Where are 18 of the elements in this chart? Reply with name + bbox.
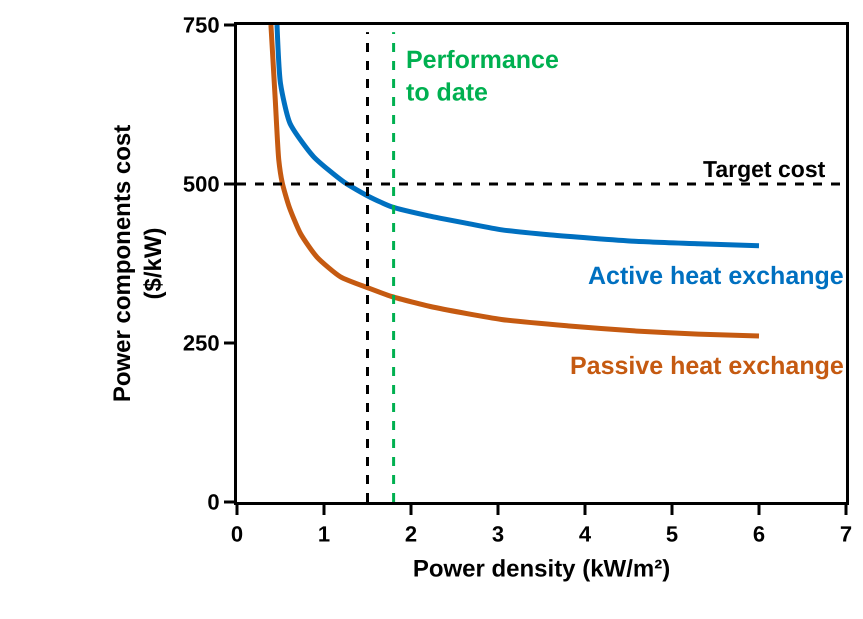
x-tick-label: 0 — [230, 521, 244, 546]
ref-line-label: Target cost — [703, 156, 826, 182]
y-tick-label: 0 — [207, 490, 220, 515]
series-label: Passive heat exchange — [570, 352, 844, 380]
x-tick-label: 6 — [752, 521, 766, 546]
series-label: Active heat exchange — [588, 262, 844, 290]
x-tick-label: 4 — [578, 521, 592, 546]
x-tick-label: 2 — [404, 521, 418, 546]
y-tick-label: 500 — [182, 172, 220, 197]
x-tick-label: 7 — [840, 521, 852, 546]
y-tick-label: 750 — [182, 12, 220, 38]
y-tick-label: 250 — [182, 330, 220, 356]
x-tick-label: 1 — [318, 521, 330, 546]
x-axis-title: Power density (kW/m²) — [412, 556, 670, 583]
x-tick-label: 3 — [492, 521, 504, 546]
ref-line-label: Performance to date — [406, 46, 559, 106]
y-axis-title: Power components cost ($/kW) — [108, 124, 167, 402]
x-tick-label: 5 — [666, 521, 678, 546]
